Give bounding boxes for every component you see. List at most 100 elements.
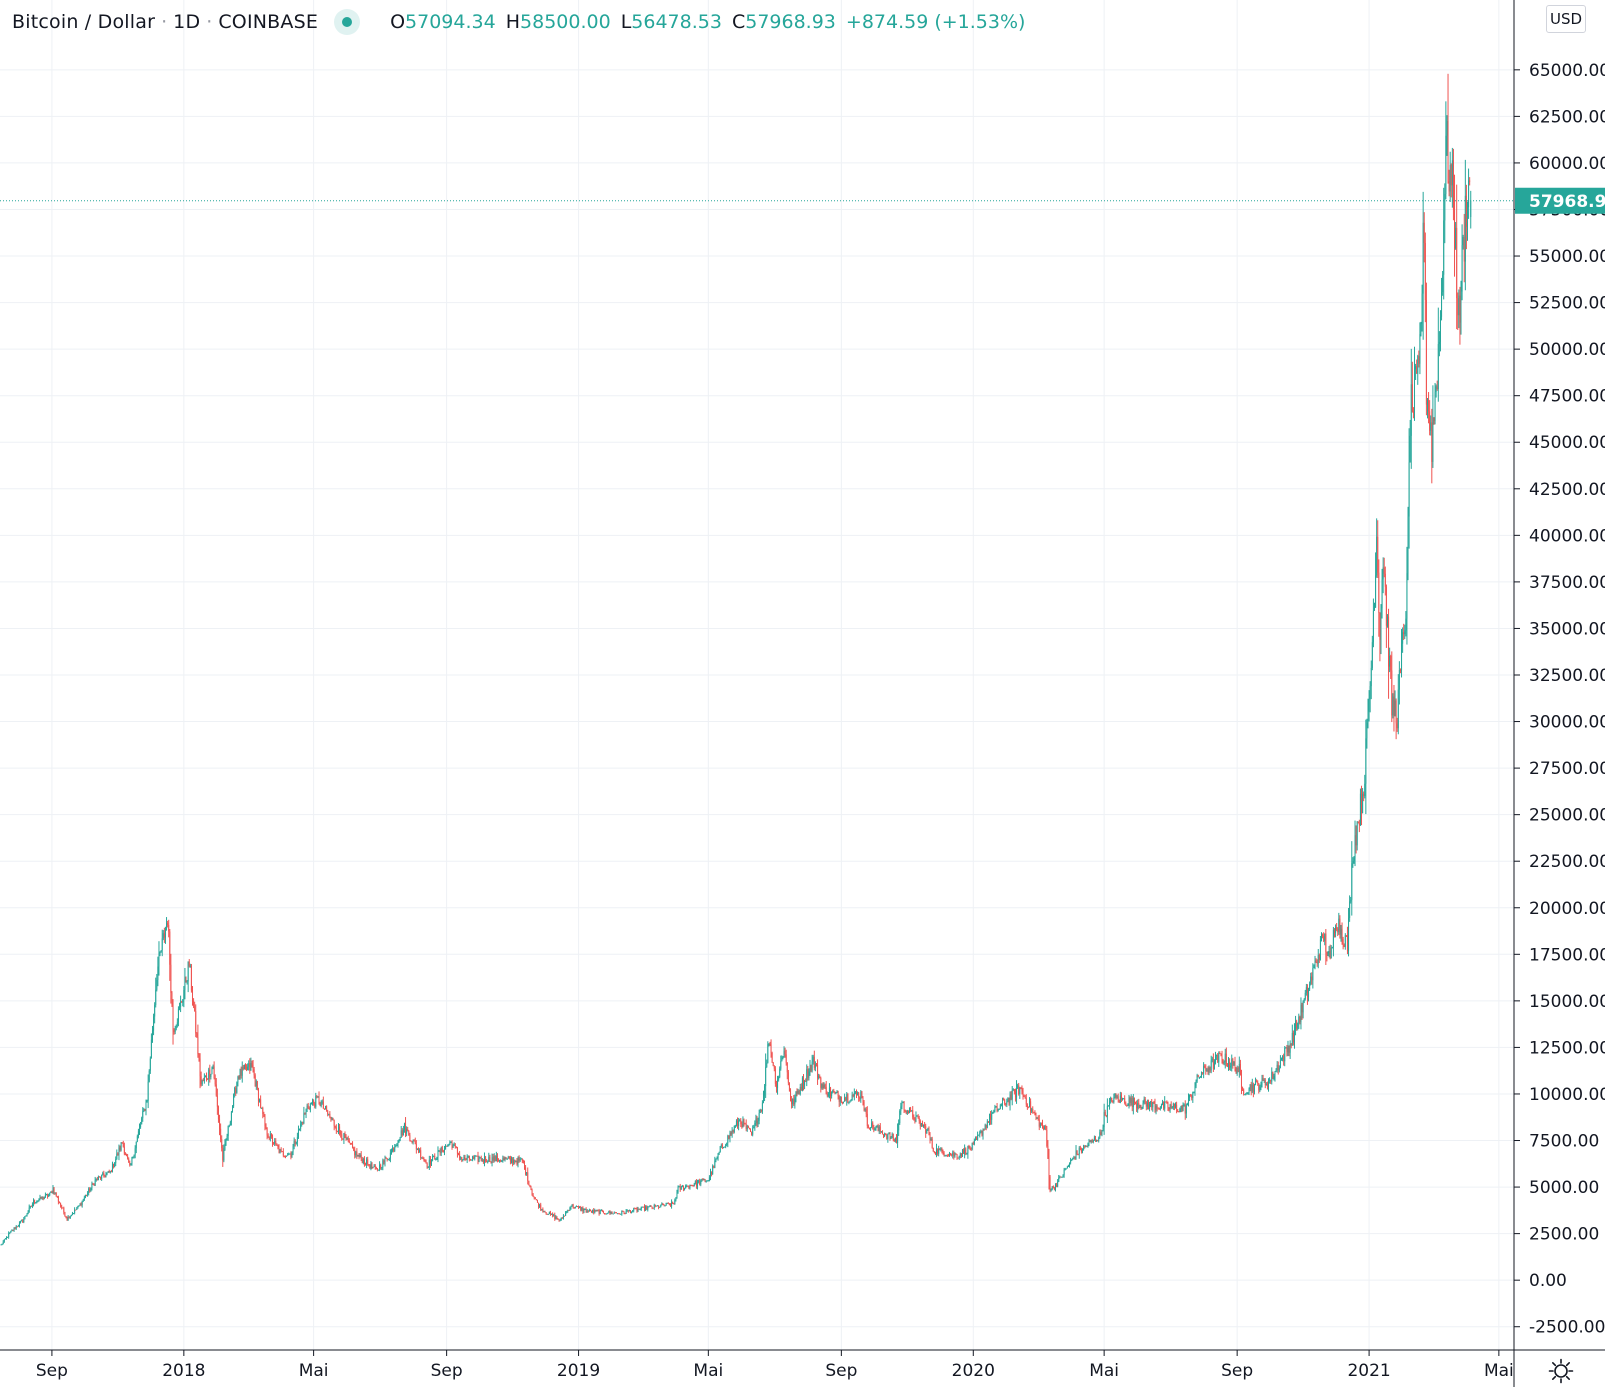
candle [693,1182,695,1187]
candle [1255,1077,1257,1086]
candle [367,1156,369,1166]
candle [517,1156,519,1168]
candle [931,1136,933,1149]
candle [493,1153,495,1163]
candle [362,1157,364,1165]
candle [793,1094,795,1106]
candle [173,1028,175,1035]
candle [1018,1082,1020,1096]
time-axis[interactable]: Sep 2018 Mai Sep 2019 Mai Sep 2020 Mai Sep 2021 Mai [36,1350,1514,1381]
candle [818,1073,820,1080]
candle [1257,1080,1259,1086]
candle [623,1211,625,1215]
price-axis[interactable]: 65000.0062500.0060000.0057500.0055000.00… [1514,61,1605,1338]
candle [717,1153,719,1161]
candle [607,1212,609,1215]
candle [1070,1157,1072,1165]
candle [1457,292,1459,330]
candle [9,1232,11,1235]
candle [1393,684,1395,732]
candle [581,1207,583,1212]
candle [573,1206,575,1209]
candle [937,1148,939,1156]
candle [1165,1101,1167,1103]
candle [18,1221,20,1228]
candle [1332,926,1334,957]
candle [766,1059,768,1068]
candle [113,1163,115,1169]
candle [1182,1102,1184,1112]
candle [355,1150,357,1158]
candle [41,1196,43,1200]
candle [691,1184,693,1187]
candle [366,1157,368,1169]
candle [487,1160,489,1164]
candle [482,1159,484,1164]
candle [1132,1093,1134,1115]
candle [63,1206,65,1215]
candle [1163,1101,1165,1111]
candle [544,1210,546,1213]
candle [65,1215,67,1219]
gear-icon[interactable] [1548,1358,1574,1384]
candle [3,1239,5,1243]
candle [1436,380,1438,391]
candle [1196,1073,1198,1083]
candle [1328,945,1330,958]
candle [450,1141,452,1144]
candle [827,1092,829,1098]
last-price-badge [1515,187,1605,214]
candle [952,1150,954,1159]
candle [542,1207,544,1213]
candle [137,1128,139,1139]
candle [1263,1078,1265,1083]
candle [1269,1077,1271,1084]
candle [235,1085,237,1096]
symbol-name[interactable]: Bitcoin / Dollar [12,11,156,33]
candle [1414,346,1416,421]
candle [172,999,174,1045]
candle [286,1155,288,1157]
candle [553,1213,555,1217]
candle [1420,321,1422,337]
candle [1218,1051,1220,1067]
candle [491,1153,493,1167]
candle [1159,1106,1161,1111]
candle [1464,159,1466,291]
candle [519,1157,521,1163]
candle [124,1152,126,1156]
candle [1313,964,1315,969]
y-tick-label: 65000.00 [1529,61,1605,81]
candle [722,1146,724,1149]
candle [633,1207,635,1213]
candle [60,1202,62,1208]
candle [386,1158,388,1162]
candle [1141,1106,1143,1110]
candle [1156,1104,1158,1112]
candle [657,1205,659,1207]
candle [1280,1057,1282,1061]
candle [1266,1081,1268,1090]
candle [1278,1065,1280,1073]
interval-label[interactable]: 1D [173,11,201,33]
candle [593,1208,595,1215]
candle [687,1185,689,1187]
candle [1465,184,1467,250]
candle [1459,286,1461,345]
candle [384,1155,386,1167]
candle [1399,668,1401,674]
candle [989,1113,991,1126]
open-value: 57094.34 [405,11,496,33]
candle [1004,1098,1006,1106]
currency-button[interactable]: USD [1546,5,1586,33]
candle [203,1073,205,1084]
candle [1300,997,1302,1030]
candle [303,1106,305,1125]
candle [803,1074,805,1091]
candle [1129,1096,1131,1107]
candle [580,1205,582,1212]
candle [805,1078,807,1083]
candle [331,1117,333,1121]
candle [103,1170,105,1178]
